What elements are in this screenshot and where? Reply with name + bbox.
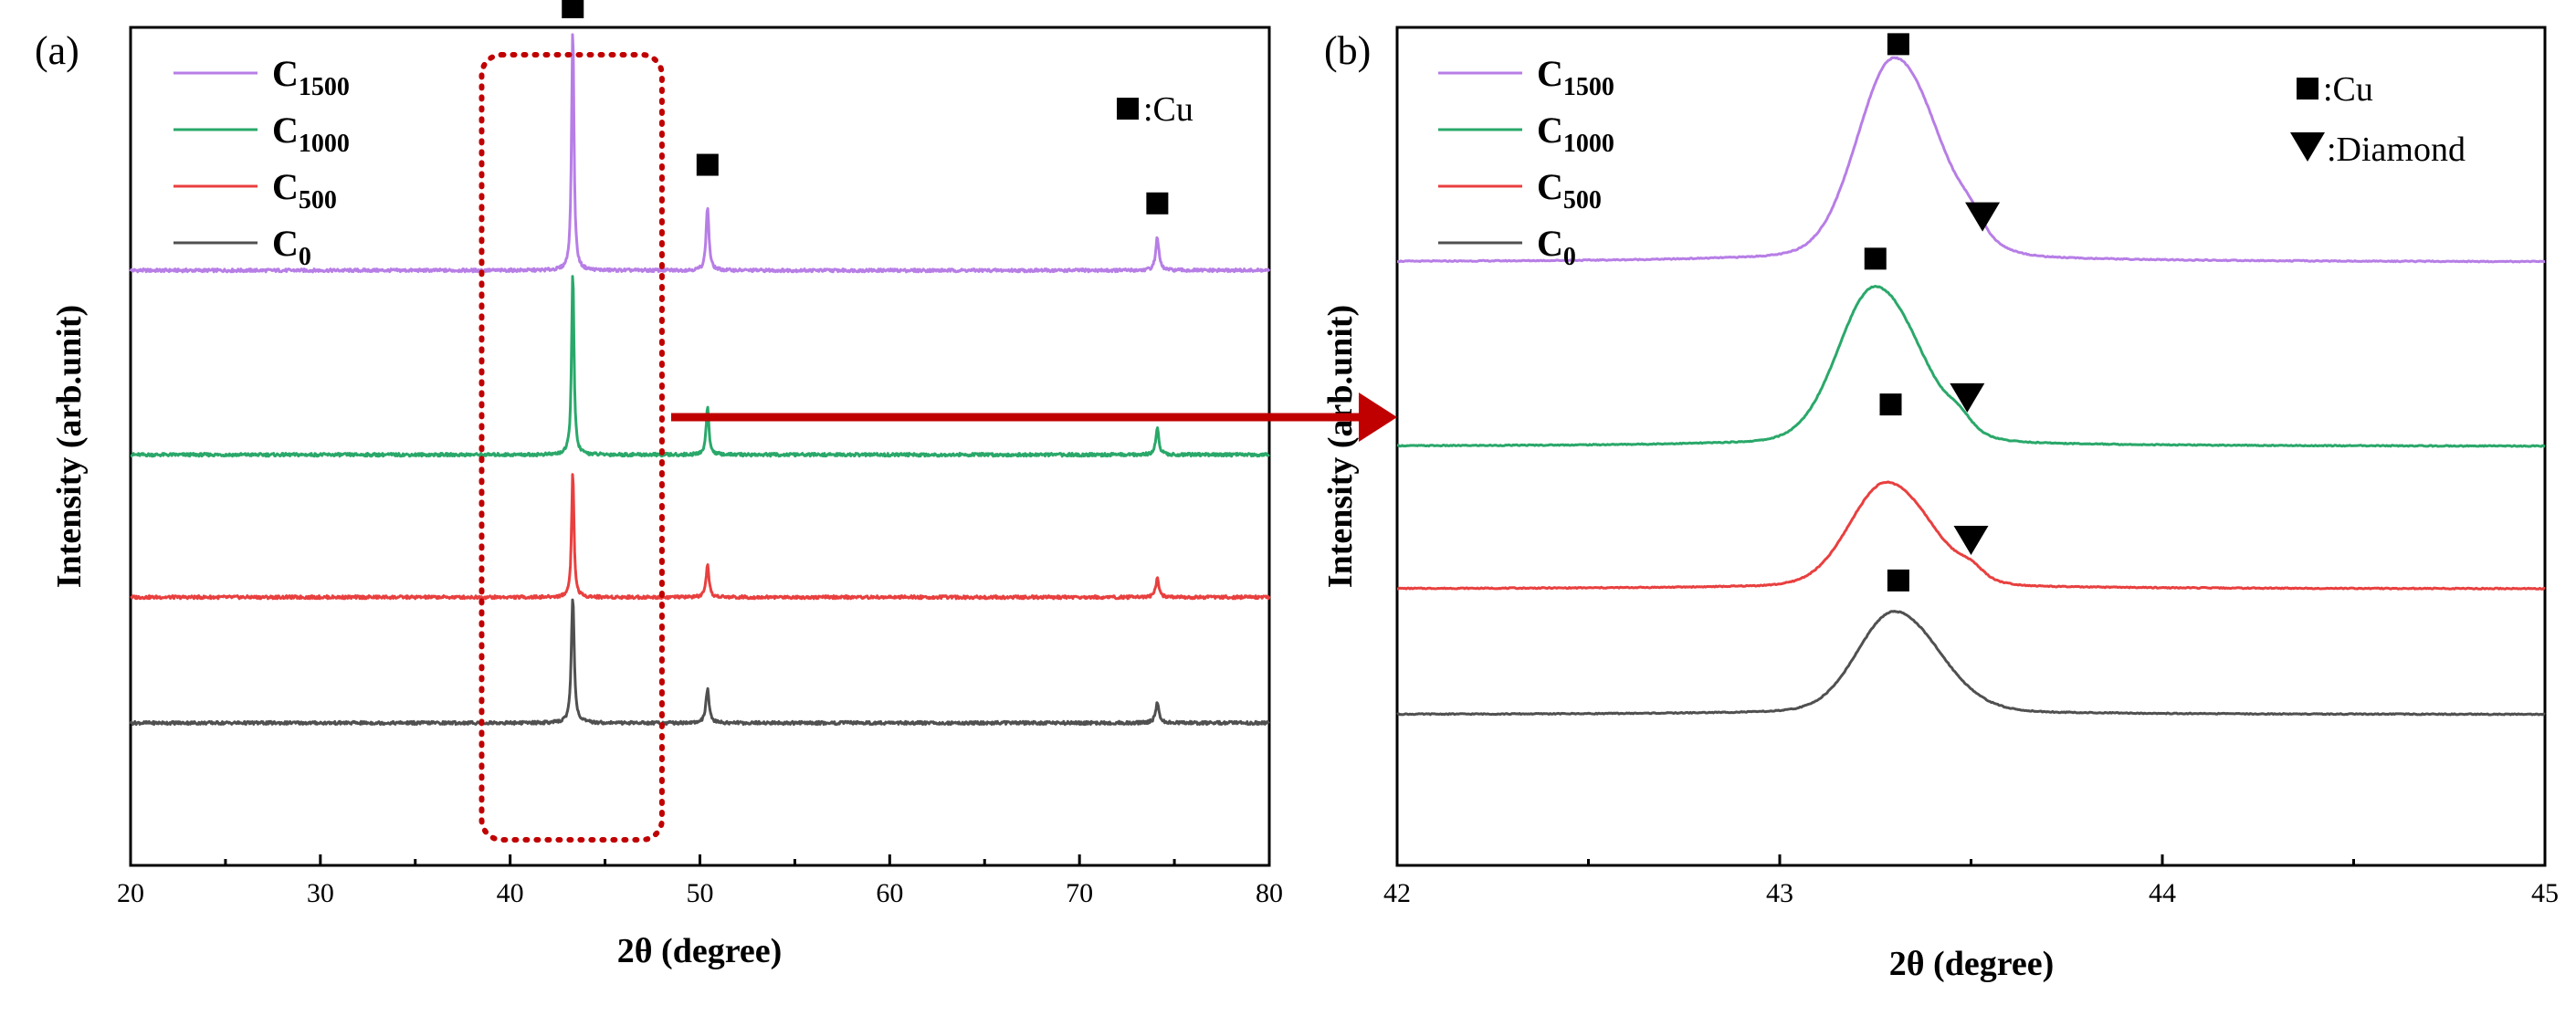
- legend-label-c500: C500: [1537, 166, 1602, 215]
- panel-a-marker-legend: :Cu: [1117, 90, 1193, 129]
- legend-label-c1000: C1000: [1537, 110, 1614, 158]
- diamond-peak-triangle-icon: [1953, 525, 1989, 555]
- x-tick-label: 50: [687, 878, 714, 908]
- legend-label-c1500: C1500: [272, 53, 350, 101]
- panel-a-series-group: [129, 33, 1271, 727]
- highlight-dashed-box: [478, 52, 665, 843]
- series-line-c1000: [1396, 285, 2546, 448]
- diamond-peak-triangle-icon: [1965, 202, 2001, 232]
- series-line-c0: [1396, 610, 2546, 717]
- panel-b: (b) 42 43 44 45 C1500 C1000 C500 C0 :Cu :Diamo…: [1321, 26, 2559, 983]
- panel-b-legend: C1500 C1000 C500 C0: [1438, 53, 1614, 271]
- panel-b-x-axis-title: 2θ (degree): [1889, 945, 2055, 983]
- legend-subscript: 0: [299, 243, 311, 271]
- legend-label-c500: C500: [272, 166, 337, 215]
- legend-subscript: 500: [1563, 186, 1602, 215]
- legend-label-c0: C0: [272, 223, 311, 271]
- marker-legend-diamond-label: :Diamond: [2327, 131, 2466, 169]
- legend-subscript: 1000: [299, 130, 350, 158]
- panel-b-label: (b): [1324, 28, 1371, 73]
- x-tick-label: 80: [1256, 878, 1283, 908]
- legend-subscript: 500: [299, 186, 337, 215]
- panel-b-y-axis-title: Intensity (arb.unit): [1321, 305, 1360, 588]
- panel-b-marker-legend: :Cu :Diamond: [2290, 70, 2466, 169]
- panel-b-series-group: [1396, 56, 2546, 717]
- panel-a-x-ticks: 20 30 40 50 60 70 80: [117, 854, 1283, 908]
- legend-subscript: 1000: [1563, 130, 1614, 158]
- panel-a-y-axis-title: Intensity (arb.unit): [50, 305, 89, 588]
- cu-peak-square-icon: [1146, 192, 1169, 215]
- x-tick-label: 45: [2531, 878, 2559, 908]
- series-line-c1000: [130, 275, 1270, 458]
- cu-peak-square-icon: [562, 0, 584, 18]
- cu-peak-square-icon: [1864, 247, 1887, 270]
- panel-b-x-ticks: 42 43 44 45: [1383, 854, 2559, 908]
- cu-square-icon: [2297, 78, 2318, 100]
- x-tick-label: 43: [1766, 878, 1793, 908]
- cu-peak-square-icon: [1879, 393, 1902, 416]
- diamond-peak-triangle-icon: [1950, 382, 1985, 413]
- panel-a-label: (a): [35, 28, 79, 73]
- legend-subscript: 0: [1563, 243, 1576, 271]
- series-line-c1500: [129, 33, 1271, 274]
- x-tick-label: 44: [2149, 878, 2176, 908]
- legend-subscript: 1500: [299, 73, 350, 101]
- panel-b-peak-markers: [1864, 33, 2001, 592]
- cu-peak-square-icon: [1887, 569, 1909, 592]
- legend-label-c1500: C1500: [1537, 53, 1614, 101]
- panel-a-x-axis-title: 2θ (degree): [617, 932, 783, 970]
- panel-a-legend: C1500 C1000 C500 C0: [173, 53, 350, 271]
- panel-a-peak-markers: [562, 0, 1169, 215]
- legend-label-c1000: C1000: [272, 110, 350, 158]
- marker-legend-cu-label: :Cu: [1143, 90, 1193, 129]
- x-tick-label: 60: [876, 878, 903, 908]
- cu-peak-square-icon: [1887, 33, 1909, 56]
- legend-subscript: 1500: [1563, 73, 1614, 101]
- x-tick-label: 40: [497, 878, 524, 908]
- x-tick-label: 20: [117, 878, 144, 908]
- zoom-arrow-head-icon: [1359, 393, 1397, 442]
- series-line-c1500: [1396, 56, 2546, 264]
- series-line-c0: [129, 598, 1270, 727]
- x-tick-label: 30: [307, 878, 334, 908]
- diamond-triangle-icon: [2290, 132, 2325, 162]
- x-tick-label: 70: [1066, 878, 1093, 908]
- legend-label-c0: C0: [1537, 223, 1576, 271]
- cu-peak-square-icon: [696, 153, 719, 176]
- x-tick-label: 42: [1383, 878, 1411, 908]
- marker-legend-cu-label: :Cu: [2323, 70, 2373, 109]
- cu-square-icon: [1117, 98, 1139, 120]
- zoom-arrow: [671, 393, 1397, 442]
- series-line-c500: [130, 473, 1271, 601]
- series-line-c500: [1396, 480, 2546, 591]
